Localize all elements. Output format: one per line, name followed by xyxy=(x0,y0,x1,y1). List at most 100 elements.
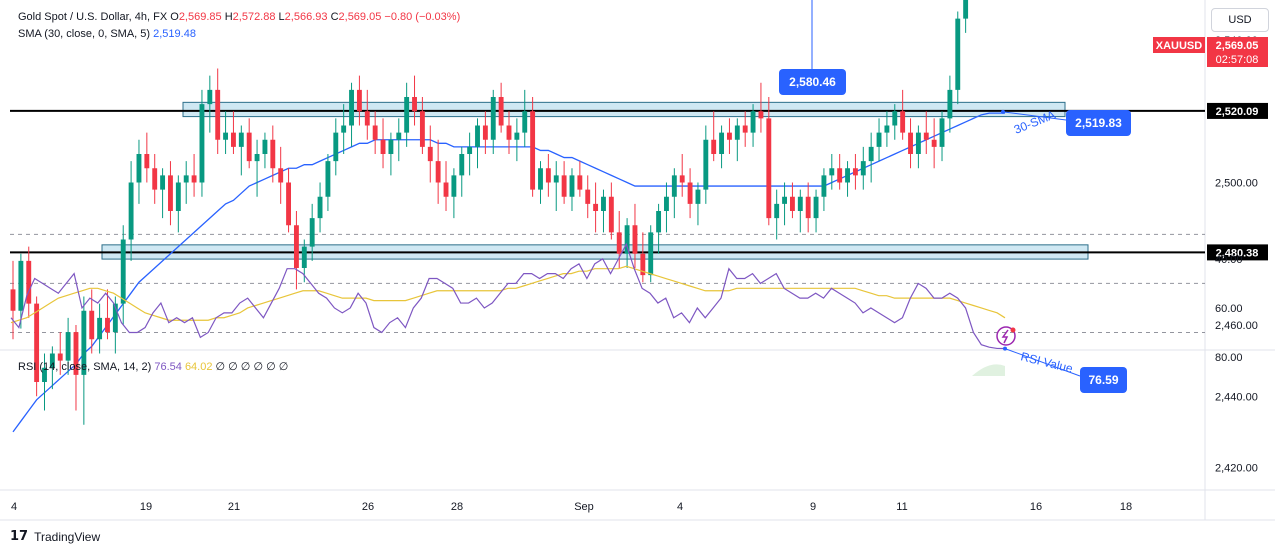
candle-body xyxy=(734,125,740,140)
candle-body xyxy=(18,260,24,311)
close-value: 2,569.05 xyxy=(338,11,382,23)
candle-body xyxy=(467,146,473,154)
sma-legend[interactable]: SMA (30, close, 0, SMA, 5) 2,519.48 xyxy=(18,28,196,40)
candle-body xyxy=(262,139,268,154)
sma-line xyxy=(12,112,1005,433)
candle-body xyxy=(364,111,370,126)
candle-body xyxy=(923,132,929,140)
footer-brand[interactable]: 17 TradingView xyxy=(10,529,100,544)
candle-body xyxy=(293,225,299,268)
time-axis-tick: 4 xyxy=(11,501,17,513)
candle-body xyxy=(412,97,417,112)
price-axis-tick: 2,500.00 xyxy=(1215,178,1258,190)
candle-body xyxy=(577,175,583,190)
candle-body xyxy=(207,89,213,105)
symbol-legend: Gold Spot / U.S. Dollar, 4h, FX O2,569.8… xyxy=(18,11,461,23)
candle-body xyxy=(475,125,480,147)
time-axis-tick: 4 xyxy=(677,501,683,513)
candle-body xyxy=(317,196,323,219)
symbol-tag-box xyxy=(1153,37,1205,53)
candle-body xyxy=(553,175,559,183)
candle-body xyxy=(774,203,780,219)
time-axis-tick: 11 xyxy=(896,501,907,513)
candle-body xyxy=(742,125,748,133)
callout-label: 2,519.83 xyxy=(1075,116,1122,130)
candle-body xyxy=(349,89,354,126)
candle-body xyxy=(10,289,16,311)
time-axis-tick: 28 xyxy=(451,501,463,513)
candle-body xyxy=(766,118,772,219)
candle-body xyxy=(309,218,315,247)
candle-body xyxy=(939,118,945,147)
candle-body xyxy=(593,203,599,211)
notification-dot-icon xyxy=(1010,327,1016,333)
candle-body xyxy=(908,132,913,154)
candle-body xyxy=(396,132,402,140)
candle-body xyxy=(805,196,811,219)
candle-body xyxy=(34,303,40,382)
candle-body xyxy=(175,182,181,211)
level-price-tag: 2,480.38 xyxy=(1216,247,1259,259)
candle-body xyxy=(522,111,528,133)
rsi-legend[interactable]: RSI (14, close, SMA, 14, 2) 76.54 64.02 … xyxy=(18,360,288,373)
low-value: 2,566.93 xyxy=(284,11,328,23)
candle-body xyxy=(569,175,575,197)
candle-body xyxy=(120,239,126,304)
candle-body xyxy=(388,139,394,154)
rsi-overbought-fill xyxy=(972,364,1005,376)
candle-body xyxy=(852,168,858,176)
candle-body xyxy=(191,175,197,183)
level-price-tag-box xyxy=(1207,102,1268,119)
candle-body xyxy=(404,97,410,133)
candle-body xyxy=(89,310,95,340)
current-price-tag-box xyxy=(1207,37,1268,67)
candle-body xyxy=(632,225,638,254)
candle-body xyxy=(679,175,685,183)
candle-body xyxy=(128,182,134,240)
rsi-callout-label: 76.59 xyxy=(1088,373,1118,387)
candle-body xyxy=(719,132,725,154)
candle-body xyxy=(443,182,449,197)
candle-body xyxy=(419,111,425,147)
level-price-tag: 2,520.09 xyxy=(1216,106,1259,118)
time-axis-tick: 21 xyxy=(228,501,240,513)
candle-body xyxy=(624,225,630,254)
candle-body xyxy=(797,196,803,211)
time-axis-tick: 26 xyxy=(362,501,374,513)
callout-label: 2,580.46 xyxy=(789,75,836,89)
time-axis-tick: Sep xyxy=(574,501,594,513)
change-value: −0.80 (−0.03%) xyxy=(384,11,461,23)
candle-body xyxy=(750,111,756,133)
candle-body xyxy=(42,367,47,382)
candle-body xyxy=(270,139,276,169)
candle-body xyxy=(254,154,260,162)
candle-body xyxy=(73,332,79,375)
candle-body xyxy=(813,196,819,219)
candle-body xyxy=(931,139,937,147)
candle-body xyxy=(238,132,244,147)
candle-body xyxy=(136,154,142,183)
candle-body xyxy=(561,175,567,197)
candle-body xyxy=(498,97,504,126)
candle-body xyxy=(789,196,795,211)
level-price-tag-box xyxy=(1207,244,1268,261)
candle-body xyxy=(876,132,882,147)
candle-body xyxy=(341,125,347,133)
currency-button[interactable]: USD xyxy=(1211,8,1269,32)
time-axis-tick: 9 xyxy=(810,501,816,513)
candle-body xyxy=(183,175,189,183)
callout-box xyxy=(779,69,846,95)
candle-body xyxy=(427,146,433,162)
candle-body xyxy=(506,125,512,140)
candle-body xyxy=(963,0,969,19)
candle-body xyxy=(372,125,378,140)
lightning-bolt-icon xyxy=(1001,329,1009,344)
candle-body xyxy=(459,154,465,176)
rsi-extra-values: ∅ ∅ ∅ ∅ ∅ ∅ xyxy=(215,361,289,373)
candle-body xyxy=(868,146,874,162)
candle-body xyxy=(821,175,827,197)
candle-body xyxy=(152,168,158,190)
candle-body xyxy=(160,175,166,190)
rsi-callout-connector xyxy=(1004,348,1081,377)
